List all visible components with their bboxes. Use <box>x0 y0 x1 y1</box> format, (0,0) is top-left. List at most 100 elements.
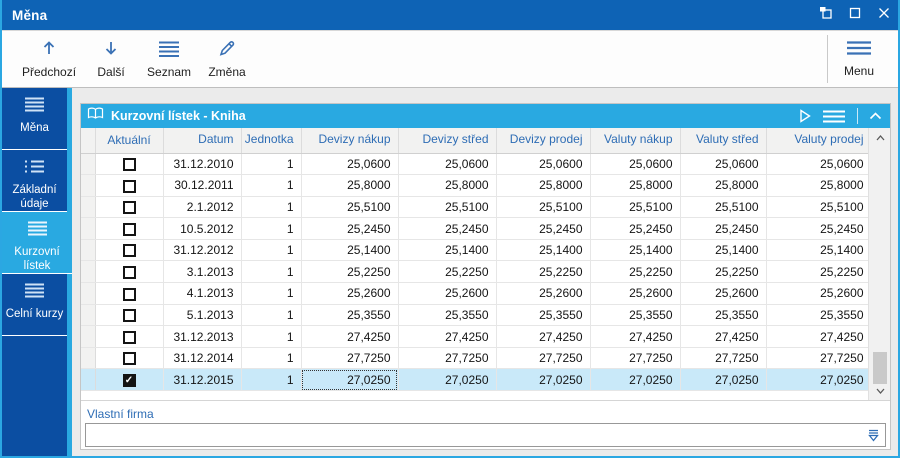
table-cell[interactable]: 5.1.2013 <box>163 304 242 327</box>
table-cell[interactable]: 25,2600 <box>496 282 591 305</box>
table-cell[interactable]: 25,0600 <box>766 153 872 176</box>
next-button[interactable]: Další <box>82 33 140 85</box>
table-cell[interactable]: 2.1.2012 <box>163 196 242 219</box>
restore-window-button[interactable] <box>811 0 840 30</box>
table-cell[interactable]: 31.12.2015 <box>163 368 242 392</box>
checkbox-unchecked[interactable] <box>122 352 136 366</box>
table-cell[interactable]: 25,2250 <box>496 260 591 284</box>
table-cell[interactable]: 25,2250 <box>590 260 681 284</box>
sidebar-item-kurzovni-listek[interactable]: Kurzovní lístek <box>2 212 72 274</box>
table-cell[interactable]: 25,8000 <box>680 174 767 197</box>
table-cell[interactable]: 27,0250 <box>590 368 681 392</box>
checkbox-unchecked[interactable] <box>122 179 136 193</box>
table-cell[interactable]: 1 <box>241 260 302 284</box>
table-row[interactable]: 31.12.2010 1 25,0600 25,0600 25,0600 25,0600 2… <box>81 153 872 176</box>
column-header[interactable]: Datum <box>163 128 242 154</box>
table-cell[interactable]: 25,2450 <box>680 217 767 240</box>
previous-button[interactable]: Předchozí <box>16 33 82 85</box>
play-icon[interactable] <box>799 109 811 123</box>
table-cell[interactable]: 25,2450 <box>301 217 399 240</box>
table-cell[interactable]: 25,0600 <box>680 153 767 176</box>
table-cell[interactable]: 25,3550 <box>680 304 767 327</box>
table-cell[interactable]: 3.1.2013 <box>163 260 242 284</box>
scroll-up-button[interactable] <box>869 128 890 147</box>
table-cell[interactable]: 25,5100 <box>766 196 872 219</box>
table-cell[interactable]: 27,0250 <box>496 368 591 392</box>
table-cell[interactable]: 25,1400 <box>680 239 767 262</box>
table-cell[interactable]: 25,2450 <box>766 217 872 240</box>
table-cell[interactable]: 1 <box>241 304 302 327</box>
table-cell[interactable]: 27,4250 <box>766 325 872 348</box>
table-cell[interactable]: 25,2600 <box>680 282 767 305</box>
checkbox-unchecked[interactable] <box>122 222 136 236</box>
table-cell[interactable]: 25,5100 <box>496 196 591 219</box>
scrollbar-thumb[interactable] <box>873 352 887 384</box>
table-row[interactable]: 4.1.2013 1 25,2600 25,2600 25,2600 25,2600 25,… <box>81 282 872 305</box>
table-cell[interactable]: 25,5100 <box>301 196 399 219</box>
table-row[interactable]: 30.12.2011 1 25,8000 25,8000 25,8000 25,8000 2… <box>81 174 872 197</box>
table-cell[interactable]: 25,2250 <box>301 260 399 284</box>
table-cell[interactable]: 27,0250 <box>680 368 767 392</box>
table-cell[interactable]: 25,0600 <box>398 153 497 176</box>
table-cell[interactable]: 25,2450 <box>496 217 591 240</box>
table-cell[interactable]: 25,8000 <box>590 174 681 197</box>
sidebar-item-mena[interactable]: Měna <box>2 88 67 150</box>
checkbox-unchecked[interactable] <box>122 201 136 215</box>
table-cell[interactable]: 25,3550 <box>301 304 399 327</box>
table-cell[interactable]: 1 <box>241 196 302 219</box>
table-cell[interactable]: 25,2600 <box>398 282 497 305</box>
table-cell[interactable]: 25,5100 <box>590 196 681 219</box>
close-window-button[interactable] <box>869 0 898 30</box>
table-cell[interactable]: 1 <box>241 174 302 197</box>
sidebar-item-zakladni-udaje[interactable]: Základní údaje <box>2 150 67 212</box>
table-cell[interactable]: 1 <box>241 368 302 392</box>
table-cell[interactable]: 25,5100 <box>398 196 497 219</box>
checkbox-checked[interactable] <box>122 373 136 387</box>
table-cell[interactable]: 25,1400 <box>301 239 399 262</box>
table-cell[interactable]: 25,5100 <box>680 196 767 219</box>
column-header[interactable]: Valuty nákup <box>590 128 681 154</box>
table-cell[interactable]: 27,4250 <box>496 325 591 348</box>
table-cell[interactable]: 25,1400 <box>496 239 591 262</box>
table-cell[interactable]: 1 <box>241 217 302 240</box>
checkbox-unchecked[interactable] <box>122 330 136 344</box>
table-cell[interactable]: 25,2600 <box>590 282 681 305</box>
table-row[interactable]: 2.1.2012 1 25,5100 25,5100 25,5100 25,5100 25,… <box>81 196 872 219</box>
table-cell[interactable]: 25,2250 <box>680 260 767 284</box>
table-cell[interactable]: 1 <box>241 325 302 348</box>
table-cell[interactable]: 25,1400 <box>590 239 681 262</box>
dropdown-icon[interactable] <box>867 429 880 442</box>
checkbox-unchecked[interactable] <box>122 157 136 171</box>
table-cell[interactable]: 25,2450 <box>590 217 681 240</box>
table-cell[interactable]: 25,2250 <box>766 260 872 284</box>
column-header[interactable]: Devizy prodej <box>496 128 591 154</box>
table-cell[interactable]: 31.12.2012 <box>163 239 242 262</box>
table-cell[interactable]: 25,2450 <box>398 217 497 240</box>
table-cell[interactable]: 31.12.2010 <box>163 153 242 176</box>
table-cell[interactable]: 25,2600 <box>766 282 872 305</box>
table-cell[interactable]: 27,4250 <box>301 325 399 348</box>
table-cell[interactable]: 4.1.2013 <box>163 282 242 305</box>
table-cell[interactable]: 1 <box>241 153 302 176</box>
table-cell[interactable]: 25,0600 <box>496 153 591 176</box>
maximize-window-button[interactable] <box>840 0 869 30</box>
hamburger-icon[interactable] <box>822 110 846 123</box>
vertical-scrollbar[interactable] <box>868 128 890 400</box>
table-row[interactable]: 10.5.2012 1 25,2450 25,2450 25,2450 25,2450 25… <box>81 217 872 240</box>
table-cell[interactable]: 27,7250 <box>590 347 681 370</box>
table-row[interactable]: 3.1.2013 1 25,2250 25,2250 25,2250 25,2250 25,… <box>81 260 872 284</box>
table-cell[interactable]: 27,7250 <box>766 347 872 370</box>
table-cell[interactable]: 25,3550 <box>766 304 872 327</box>
checkbox-unchecked[interactable] <box>122 287 136 301</box>
table-row[interactable]: 31.12.2012 1 25,1400 25,1400 25,1400 25,1400 2… <box>81 239 872 262</box>
table-cell[interactable]: 1 <box>241 239 302 262</box>
table-cell[interactable]: 25,1400 <box>766 239 872 262</box>
checkbox-unchecked[interactable] <box>122 265 136 279</box>
table-cell[interactable]: 31.12.2014 <box>163 347 242 370</box>
table-cell[interactable]: 27,4250 <box>590 325 681 348</box>
table-cell[interactable]: 27,0250 <box>398 368 497 392</box>
list-button[interactable]: Seznam <box>140 33 198 85</box>
column-header[interactable]: Aktuální <box>95 128 164 154</box>
table-cell[interactable]: 27,0250 <box>301 368 399 392</box>
table-cell[interactable]: 30.12.2011 <box>163 174 242 197</box>
